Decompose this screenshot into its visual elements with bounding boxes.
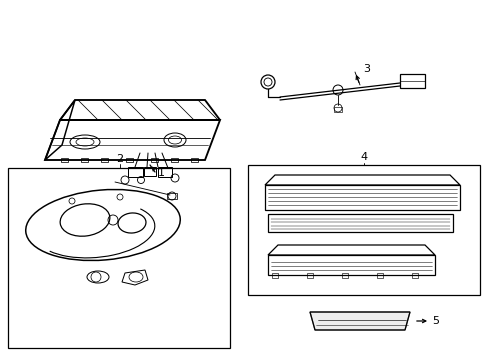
- Bar: [128, 167, 142, 177]
- Bar: [399, 74, 424, 88]
- Polygon shape: [309, 312, 409, 330]
- Text: 4: 4: [360, 152, 367, 162]
- Bar: [341, 273, 347, 278]
- Bar: [333, 107, 341, 112]
- Text: 3: 3: [362, 64, 369, 74]
- Text: 5: 5: [431, 316, 438, 326]
- Bar: [171, 158, 178, 162]
- Bar: [126, 158, 133, 162]
- Bar: [191, 158, 198, 162]
- Bar: [411, 273, 417, 278]
- Text: 2: 2: [116, 154, 123, 164]
- Bar: [81, 158, 88, 162]
- Bar: [267, 214, 452, 232]
- Bar: [247, 165, 479, 295]
- Bar: [376, 273, 382, 278]
- Text: 1: 1: [158, 168, 164, 178]
- Bar: [158, 167, 172, 177]
- Bar: [151, 158, 158, 162]
- Bar: [61, 158, 68, 162]
- Bar: [8, 168, 229, 348]
- Bar: [167, 193, 177, 199]
- Bar: [271, 273, 278, 278]
- Bar: [101, 158, 108, 162]
- Bar: [143, 167, 156, 176]
- Bar: [306, 273, 312, 278]
